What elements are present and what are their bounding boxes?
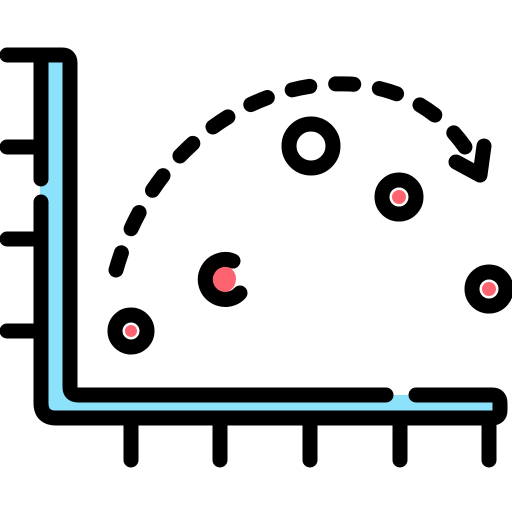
data-point <box>107 307 155 355</box>
data-point <box>374 172 424 222</box>
data-point <box>281 116 341 176</box>
data-point <box>197 251 248 307</box>
trend-arrowhead-icon <box>448 138 492 183</box>
x-axis-line <box>33 194 508 426</box>
data-point <box>464 264 512 314</box>
y-axis-line <box>0 47 394 403</box>
trend-arc-dashed <box>108 76 480 278</box>
